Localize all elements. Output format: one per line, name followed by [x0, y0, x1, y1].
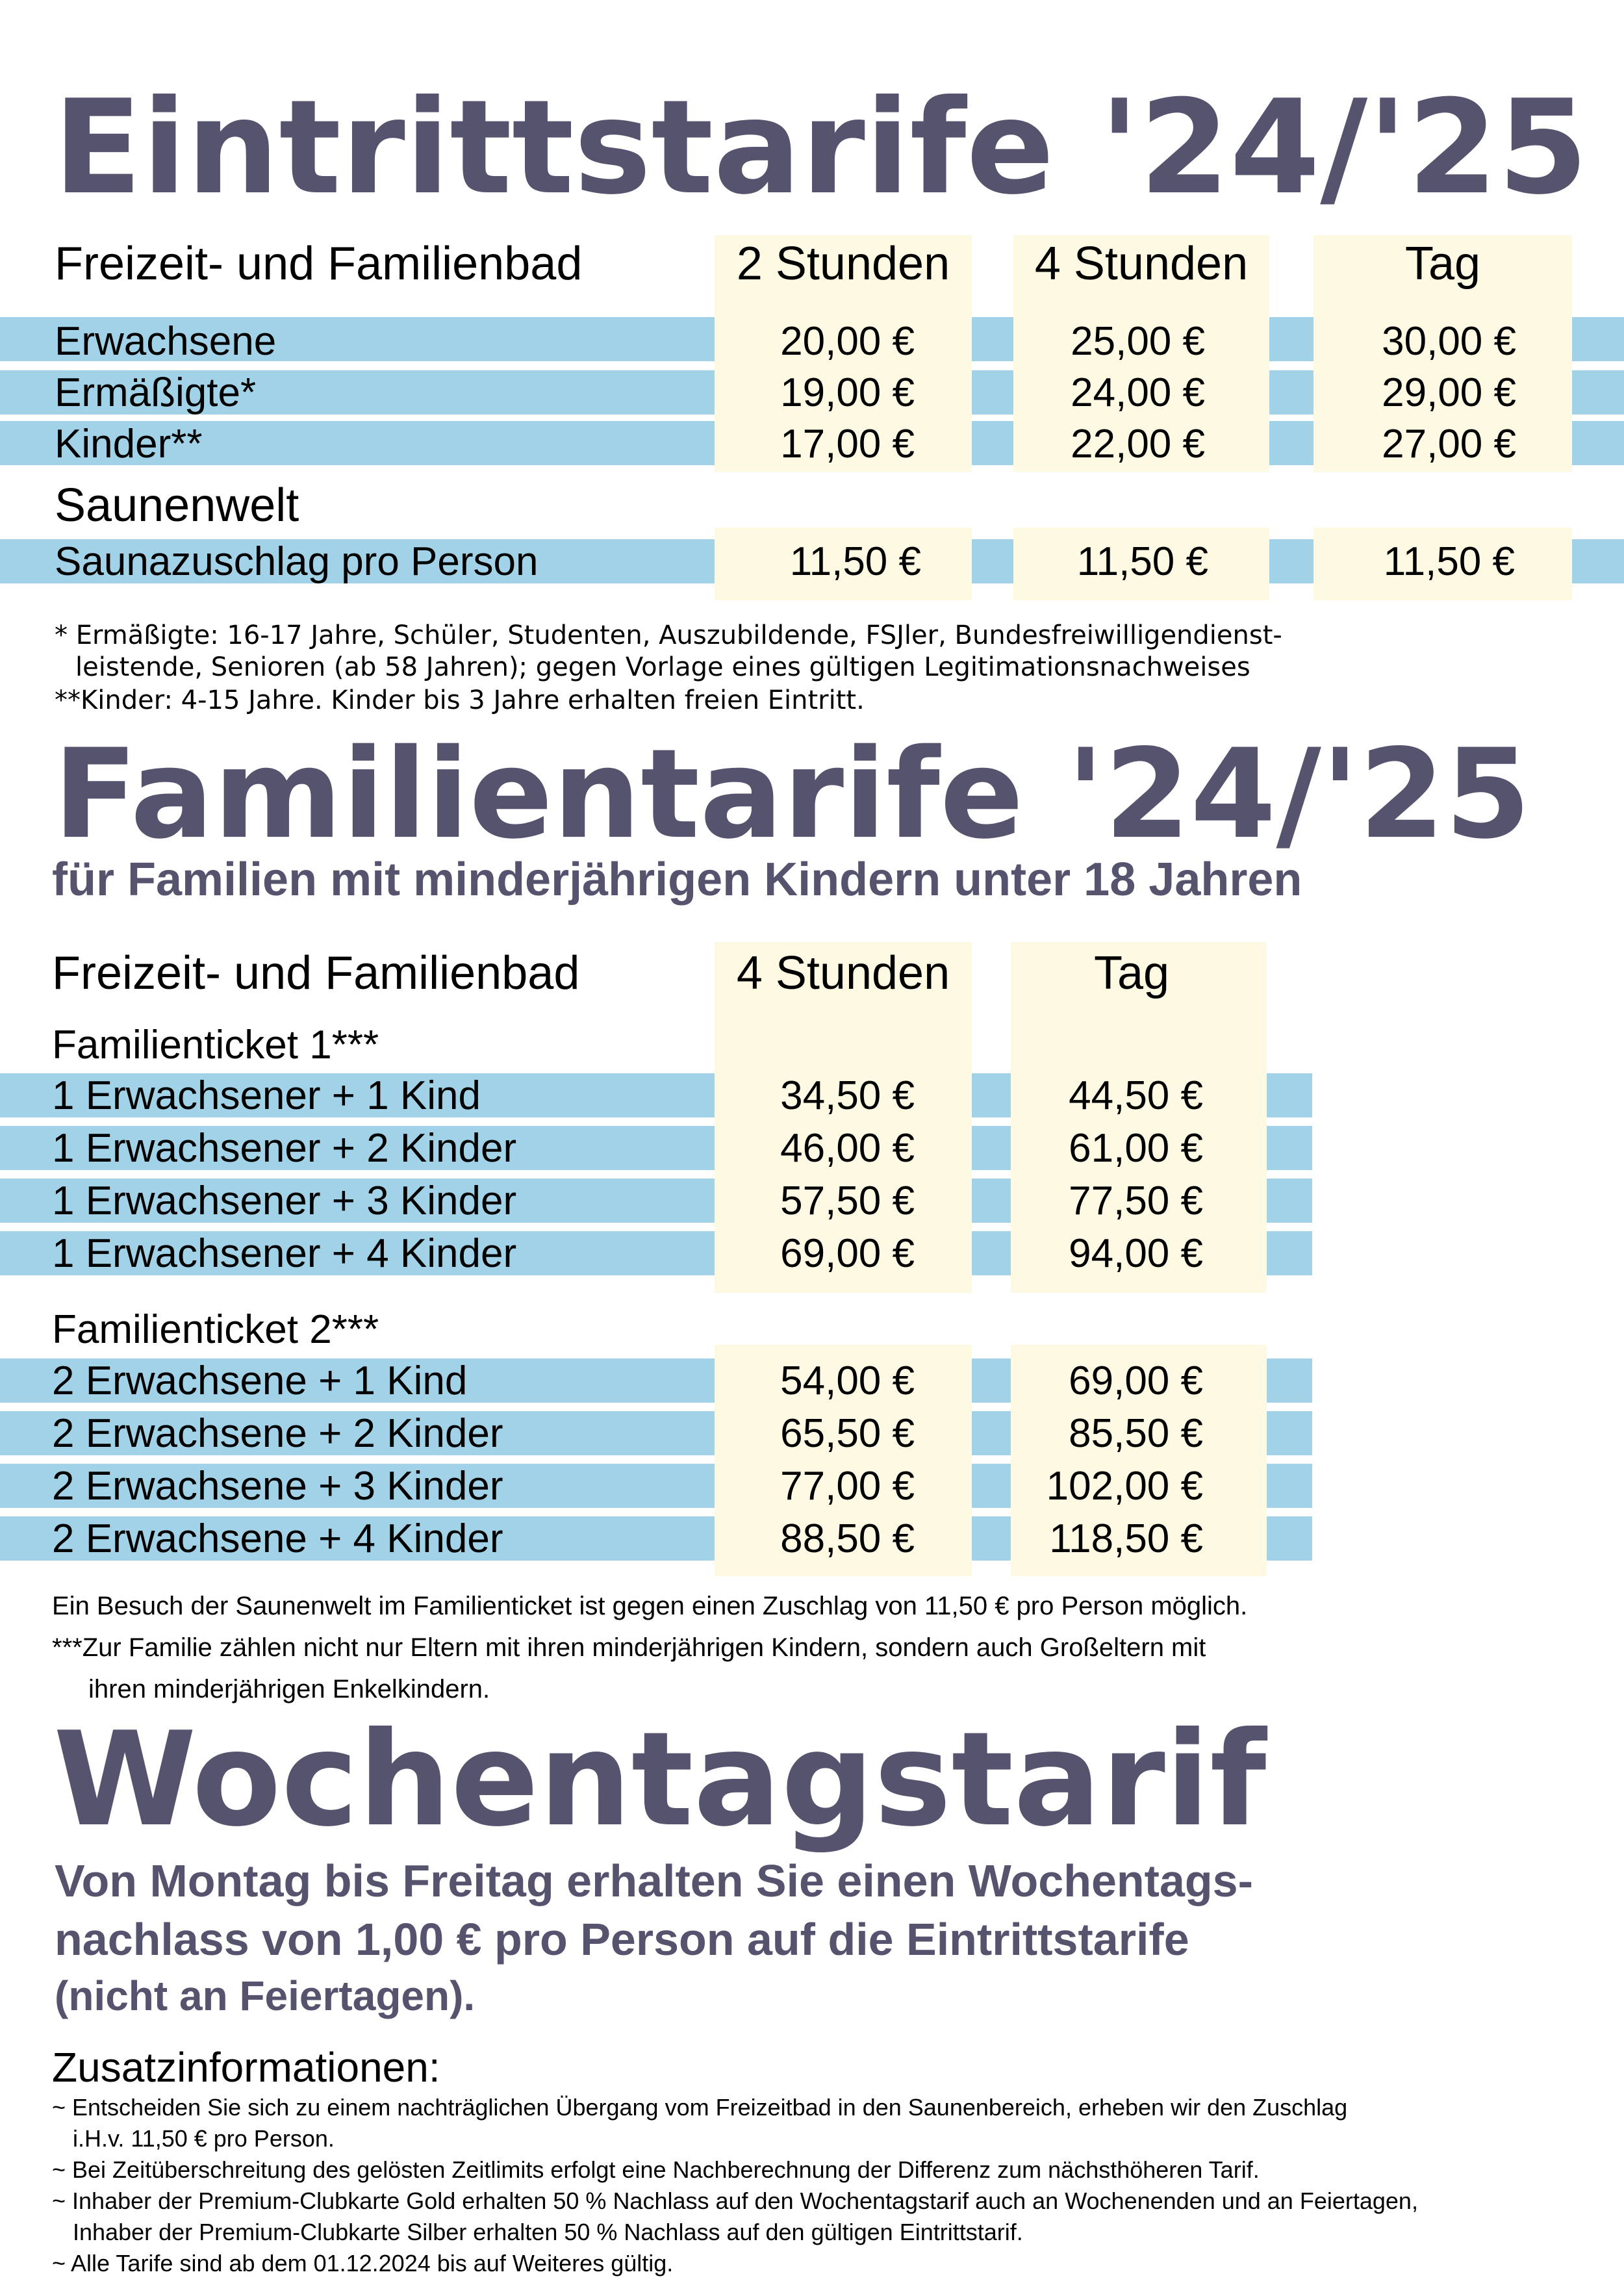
fam1-price-1-tag: 44,50 €: [1069, 1073, 1203, 1118]
weekday-title: Wochentagstarif: [53, 1704, 1267, 1856]
entry-row-label-erwachsene: Erwachsene: [55, 319, 277, 364]
sauna-row-label: Saunazuschlag pro Person: [55, 539, 539, 584]
familienticket-2-title: Familienticket 2***: [52, 1307, 379, 1352]
column-tag: [1313, 235, 1572, 472]
column-2-stunden: [715, 235, 972, 472]
fam2-price-1-tag: 69,00 €: [1069, 1358, 1203, 1403]
fam2-price-2-4h: 65,50 €: [780, 1411, 915, 1456]
sauna-price-2h: 11,50 €: [789, 539, 921, 584]
fam1-price-4-tag: 94,00 €: [1069, 1231, 1203, 1276]
entry-price-kinder-tag: 27,00 €: [1382, 422, 1516, 466]
fam2-price-3-4h: 77,00 €: [780, 1464, 915, 1509]
fam2-price-4-tag: 118,50 €: [1049, 1516, 1203, 1561]
column-4-stunden-sauna: [1013, 528, 1269, 600]
fam2-row-label-1: 2 Erwachsene + 1 Kind: [52, 1358, 468, 1403]
fam1-price-3-4h: 57,50 €: [780, 1179, 915, 1223]
sauna-section-title: Saunenwelt: [55, 479, 299, 531]
fam1-row-label-1: 1 Erwachsener + 1 Kind: [52, 1073, 481, 1118]
fam1-price-2-4h: 46,00 €: [780, 1126, 915, 1171]
column-tag-sauna: [1313, 528, 1572, 600]
entry-header-4-stunden: 4 Stunden: [1034, 238, 1249, 290]
entry-note-2: leistende, Senioren (ab 58 Jahren); gege…: [75, 652, 1250, 682]
entry-header-tag: Tag: [1404, 238, 1481, 290]
fam2-row-label-4: 2 Erwachsene + 4 Kinder: [52, 1516, 503, 1561]
extra-title: Zusatzinformationen:: [52, 2044, 440, 2091]
family-note-3: ihren minderjährigen Enkelkindern.: [88, 1675, 490, 1703]
weekday-line-3: (nicht an Feiertagen).: [55, 1972, 476, 2019]
entry-note-1: * Ermäßigte: 16-17 Jahre, Schüler, Stude…: [55, 620, 1282, 650]
entry-title: Eintrittstarife '24/'25: [53, 72, 1588, 223]
extra-line-4: ~ Inhaber der Premium-Clubkarte Gold erh…: [52, 2188, 1418, 2214]
fam1-price-1-4h: 34,50 €: [780, 1073, 915, 1118]
extra-line-2: i.H.v. 11,50 € pro Person.: [73, 2125, 335, 2152]
fam2-price-2-tag: 85,50 €: [1069, 1411, 1203, 1456]
entry-price-erwachsene-tag: 30,00 €: [1382, 319, 1516, 364]
extra-line-3: ~ Bei Zeitüberschreitung des gelösten Ze…: [52, 2156, 1260, 2183]
extra-line-5: Inhaber der Premium-Clubkarte Silber erh…: [73, 2219, 1023, 2245]
entry-price-ermaessigte-tag: 29,00 €: [1382, 370, 1516, 415]
fam2-price-3-tag: 102,00 €: [1046, 1464, 1203, 1509]
fam-column-tag-2: [1011, 1345, 1267, 1576]
fam1-row-label-3: 1 Erwachsener + 3 Kinder: [52, 1179, 517, 1223]
entry-price-erwachsene-2h: 20,00 €: [780, 319, 915, 364]
family-subtitle: für Familien mit minderjährigen Kindern …: [52, 854, 1302, 906]
weekday-line-2: nachlass von 1,00 € pro Person auf die E…: [55, 1914, 1189, 1965]
sauna-price-tag: 11,50 €: [1383, 539, 1515, 584]
family-header-4-stunden: 4 Stunden: [736, 947, 950, 999]
family-note-2: ***Zur Familie zählen nicht nur Eltern m…: [52, 1633, 1206, 1662]
column-4-stunden: [1013, 235, 1269, 472]
family-header-tag: Tag: [1093, 947, 1170, 999]
entry-price-ermaessigte-4h: 24,00 €: [1071, 370, 1205, 415]
entry-price-erwachsene-4h: 25,00 €: [1071, 319, 1205, 364]
entry-header-2-stunden: 2 Stunden: [736, 238, 950, 290]
weekday-line-1: Von Montag bis Freitag erhalten Sie eine…: [55, 1856, 1253, 1906]
column-2-stunden-sauna: [715, 528, 972, 600]
fam1-price-2-tag: 61,00 €: [1069, 1126, 1203, 1171]
fam2-price-4-4h: 88,50 €: [780, 1516, 915, 1561]
fam-column-tag-1: [1011, 942, 1267, 1293]
fam-column-4-stunden-2: [715, 1345, 972, 1576]
extra-line-6: ~ Alle Tarife sind ab dem 01.12.2024 bis…: [52, 2250, 674, 2277]
fam1-row-label-2: 1 Erwachsener + 2 Kinder: [52, 1126, 517, 1171]
fam2-price-1-4h: 54,00 €: [780, 1358, 915, 1403]
entry-header-label: Freizeit- und Familienbad: [55, 238, 583, 290]
extra-line-1: ~ Entscheiden Sie sich zu einem nachträg…: [52, 2094, 1348, 2121]
entry-row-label-kinder: Kinder**: [55, 422, 203, 466]
entry-note-3: **Kinder: 4-15 Jahre. Kinder bis 3 Jahre…: [55, 685, 865, 715]
fam-column-4-stunden-1: [715, 942, 972, 1293]
family-title: Familientarife '24/'25: [53, 722, 1531, 866]
entry-row-label-ermaessigte: Ermäßigte*: [55, 370, 257, 415]
entry-price-kinder-2h: 17,00 €: [780, 422, 915, 466]
family-note-1: Ein Besuch der Saunenwelt im Familientic…: [52, 1592, 1248, 1620]
fam1-row-label-4: 1 Erwachsener + 4 Kinder: [52, 1231, 517, 1276]
family-header-label: Freizeit- und Familienbad: [52, 947, 580, 999]
fam2-row-label-3: 2 Erwachsene + 3 Kinder: [52, 1464, 503, 1509]
familienticket-1-title: Familienticket 1***: [52, 1023, 379, 1067]
entry-price-kinder-4h: 22,00 €: [1071, 422, 1205, 466]
fam1-price-4-4h: 69,00 €: [780, 1231, 915, 1276]
fam2-row-label-2: 2 Erwachsene + 2 Kinder: [52, 1411, 503, 1456]
sauna-price-4h: 11,50 €: [1076, 539, 1208, 584]
fam1-price-3-tag: 77,50 €: [1069, 1179, 1203, 1223]
entry-price-ermaessigte-2h: 19,00 €: [780, 370, 915, 415]
